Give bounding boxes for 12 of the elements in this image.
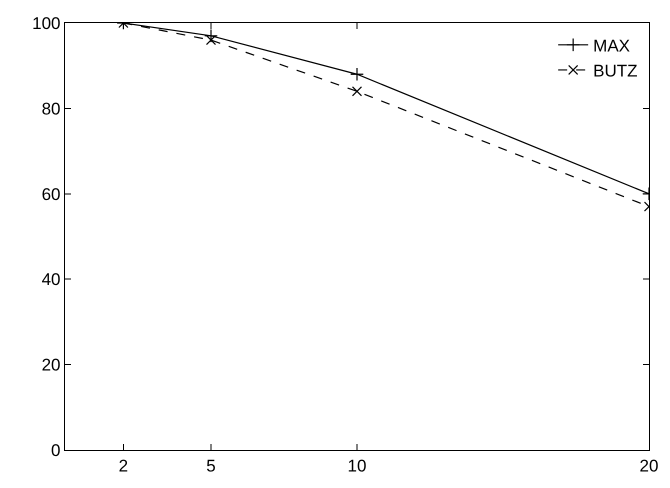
x-tick-label: 5 bbox=[206, 456, 216, 476]
y-tick-label: 60 bbox=[42, 184, 60, 204]
legend-label: MAX bbox=[593, 36, 630, 56]
y-tick-label: 100 bbox=[32, 14, 60, 33]
y-tick-label: 40 bbox=[42, 270, 60, 290]
y-tick-label: 0 bbox=[51, 440, 60, 460]
x-tick-label: 10 bbox=[348, 456, 366, 476]
y-tick-label: 20 bbox=[42, 356, 60, 375]
x-tick-label: 20 bbox=[640, 456, 658, 476]
legend-label: BUTZ bbox=[593, 62, 638, 81]
y-tick-label: 80 bbox=[42, 99, 60, 118]
x-tick-label: 2 bbox=[118, 456, 128, 476]
